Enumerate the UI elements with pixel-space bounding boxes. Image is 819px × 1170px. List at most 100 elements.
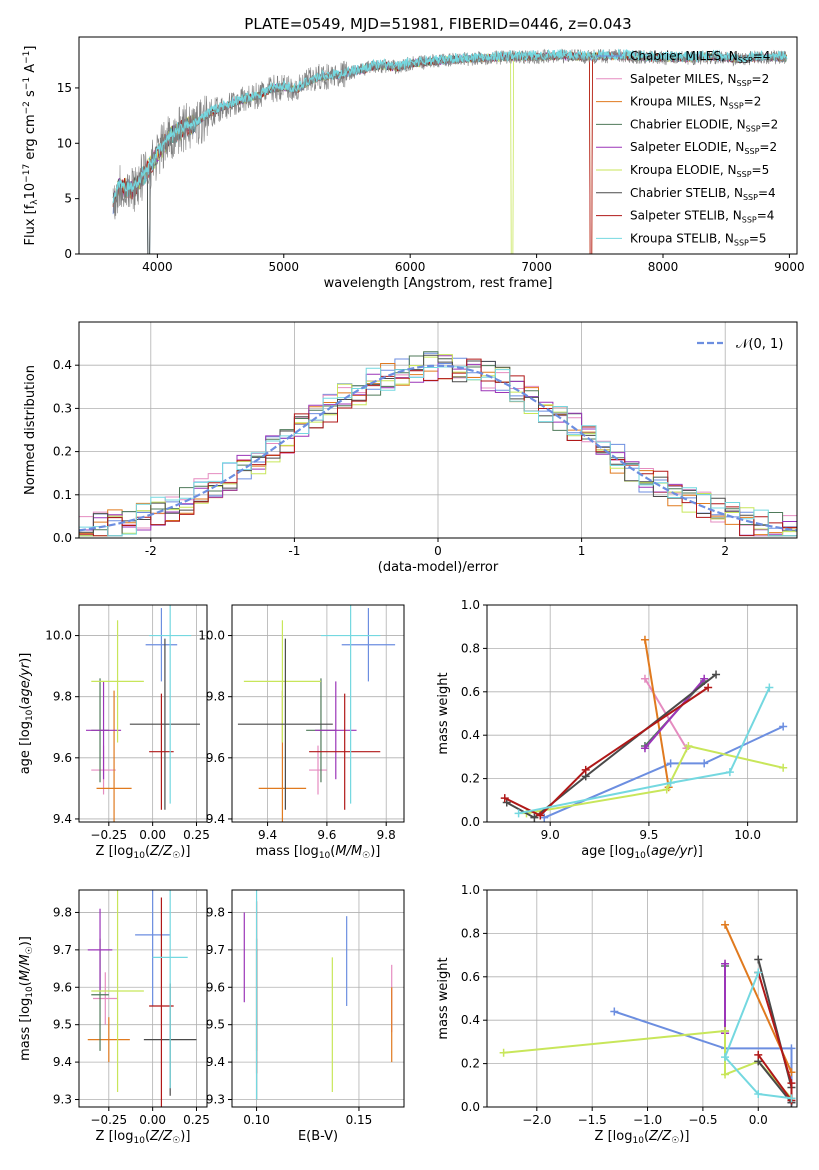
x-tick-label: 9.4 bbox=[258, 828, 277, 842]
age_vs_mass-axes: 9.4 9.6 9.8 9.4 9.6 9.8 10.0 bbox=[198, 605, 404, 842]
residual-histogram-line bbox=[79, 355, 797, 536]
y-tick-label: 0.4 bbox=[53, 358, 72, 372]
weight-marker bbox=[581, 765, 590, 774]
y-tick-label: 9.6 bbox=[206, 980, 225, 994]
legend-label: Kroupa STELIB, NSSP=5 bbox=[630, 231, 767, 247]
weight-marker bbox=[499, 1048, 508, 1057]
weight_vs_Z-series bbox=[499, 920, 796, 1107]
x-tick-label: 7000 bbox=[521, 260, 552, 274]
y-tick-label: 9.6 bbox=[206, 751, 225, 765]
legend-label: Chabrier ELODIE, NSSP=2 bbox=[630, 117, 778, 133]
weight-marker bbox=[500, 794, 509, 803]
weight-marker bbox=[666, 778, 675, 787]
weight-marker bbox=[765, 683, 774, 692]
x-tick-label: −0.25 bbox=[90, 1113, 127, 1127]
weight_vs_age-xlabel: age [log10(age/yr)] bbox=[581, 844, 703, 861]
y-tick-label: 9.8 bbox=[53, 905, 72, 919]
fit-spectrum-line bbox=[112, 48, 788, 203]
weight-marker bbox=[754, 1050, 763, 1059]
weight-marker bbox=[640, 744, 649, 753]
age_vs_mass-points bbox=[237, 605, 396, 822]
y-tick-label: 9.8 bbox=[206, 690, 225, 704]
y-tick-label: 10 bbox=[57, 136, 72, 150]
mass_vs_ebv-xlabel: E(B-V) bbox=[298, 1129, 338, 1144]
x-tick-label: −2.0 bbox=[522, 1113, 551, 1127]
weight-marker bbox=[700, 674, 709, 683]
weight_vs_age-frame bbox=[486, 604, 798, 823]
weight-marker bbox=[754, 955, 763, 964]
mass_vs_Z-points bbox=[87, 890, 197, 1107]
weight-marker bbox=[787, 1044, 796, 1053]
weight_vs_Z-xlabel: Z [log10(Z/Z☉)] bbox=[595, 1129, 690, 1146]
y-tick-label: 1.0 bbox=[461, 883, 480, 897]
normal-reference-line bbox=[79, 364, 797, 532]
weight-marker bbox=[684, 742, 693, 751]
x-tick-label: −0.5 bbox=[688, 1113, 717, 1127]
x-tick-label: 9.0 bbox=[541, 828, 560, 842]
legend-label: Chabrier MILES, NSSP=4 bbox=[630, 49, 770, 65]
x-tick-label: 0.15 bbox=[346, 1113, 373, 1127]
x-tick-label: 9.6 bbox=[317, 828, 336, 842]
y-tick-label: 9.8 bbox=[206, 905, 225, 919]
y-tick-label: 0.2 bbox=[461, 1057, 480, 1071]
spectrum-xlabel: wavelength [Angstrom, rest frame] bbox=[324, 276, 553, 291]
y-tick-label: 0 bbox=[64, 247, 72, 261]
weight-marker bbox=[640, 635, 649, 644]
y-tick-label: 9.4 bbox=[53, 812, 72, 826]
y-tick-label: 0.0 bbox=[53, 531, 72, 545]
weight_vs_age-series bbox=[500, 635, 788, 822]
x-tick-label: 0.25 bbox=[183, 1113, 210, 1127]
weight-marker bbox=[787, 1094, 796, 1103]
weight-marker bbox=[610, 1007, 619, 1016]
spectrum-axes: 4000 5000 6000 7000 8000 9000 0 5 10 15 bbox=[57, 81, 805, 274]
mass_vs_ebv-frame bbox=[231, 889, 405, 1108]
x-tick-label: 5000 bbox=[269, 260, 300, 274]
y-tick-label: 9.6 bbox=[53, 751, 72, 765]
spectrum-ylabel: Flux [fλ10−17 erg cm−2 s−1 A−1] bbox=[22, 46, 40, 246]
weight-marker bbox=[721, 959, 730, 968]
y-tick-label: 0.1 bbox=[53, 488, 72, 502]
x-tick-label: 9.8 bbox=[377, 828, 396, 842]
age_vs_mass-frame bbox=[231, 604, 405, 823]
residual-histogram-line bbox=[79, 358, 797, 537]
weight-marker bbox=[754, 968, 763, 977]
weight-marker bbox=[514, 809, 523, 818]
y-tick-label: 15 bbox=[57, 81, 72, 95]
y-tick-label: 0.8 bbox=[461, 641, 480, 655]
residuals-frame bbox=[78, 321, 798, 539]
y-tick-label: 9.4 bbox=[206, 1055, 225, 1069]
age_vs_Z-ylabel: age [log10(age/yr)] bbox=[18, 653, 35, 775]
weight-marker bbox=[721, 1070, 730, 1079]
mass_vs_Z-frame bbox=[78, 889, 208, 1108]
weight-marker bbox=[712, 670, 721, 679]
x-tick-label: −1.5 bbox=[578, 1113, 607, 1127]
weight-marker bbox=[787, 1079, 796, 1088]
weight-marker bbox=[700, 759, 709, 768]
weight-line bbox=[723, 972, 792, 1100]
weight-marker bbox=[721, 1027, 730, 1036]
legend-label: Salpeter ELODIE, NSSP=2 bbox=[630, 140, 777, 156]
x-tick-label: 0.10 bbox=[243, 1113, 270, 1127]
weight-marker bbox=[640, 674, 649, 683]
weight-line bbox=[526, 744, 784, 815]
weight-marker bbox=[536, 811, 545, 820]
residual-histogram-line bbox=[79, 366, 797, 537]
age_vs_Z-frame bbox=[78, 604, 208, 823]
x-tick-label: -2 bbox=[145, 544, 157, 558]
legend-label: Kroupa ELODIE, NSSP=5 bbox=[630, 163, 769, 179]
y-tick-label: 0.6 bbox=[461, 970, 480, 984]
y-tick-label: 9.5 bbox=[53, 1018, 72, 1032]
weight-line bbox=[644, 639, 670, 788]
y-tick-label: 0.2 bbox=[53, 445, 72, 459]
residuals-ylabel: Normed distribution bbox=[23, 365, 38, 495]
legend-label: Salpeter MILES, NSSP=2 bbox=[630, 72, 769, 88]
weight-line bbox=[757, 972, 793, 1104]
x-tick-label: −0.25 bbox=[90, 828, 127, 842]
weight-marker bbox=[662, 785, 671, 794]
age_vs_Z-xlabel: Z [log10(Z/Z☉)] bbox=[96, 844, 191, 861]
age_vs_mass-xlabel: mass [log10(M/M☉)] bbox=[256, 844, 381, 861]
x-tick-label: -1 bbox=[288, 544, 300, 558]
x-tick-label: 8000 bbox=[648, 260, 679, 274]
weight-marker bbox=[721, 1053, 730, 1062]
weight_vs_Z-ylabel: mass weight bbox=[436, 957, 451, 1039]
